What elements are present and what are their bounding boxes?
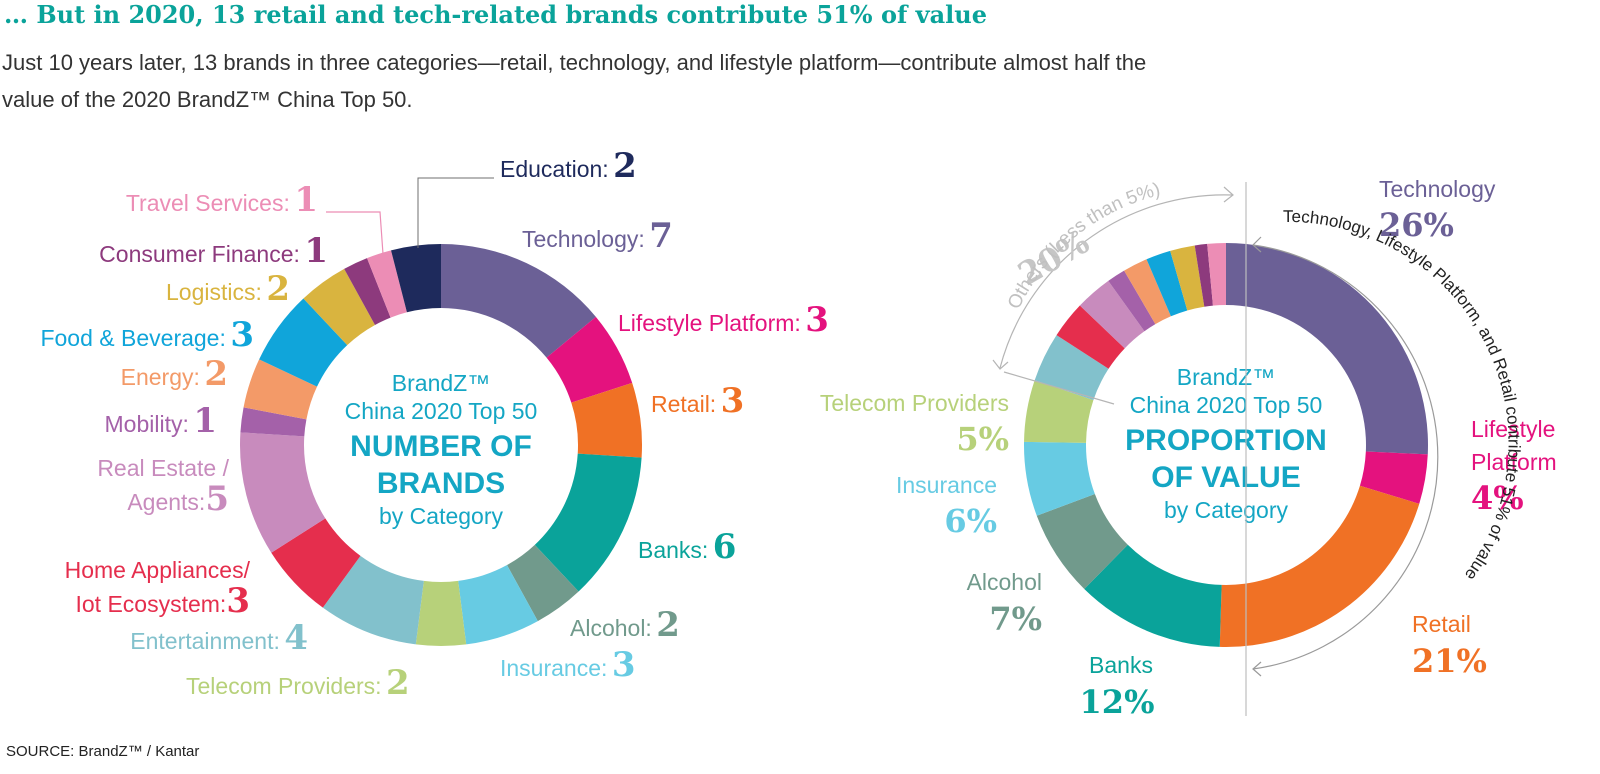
leader-education [417,177,494,248]
donut-number-of-brands [239,244,642,646]
left-segment-travel-services [367,250,407,318]
left-segment-home-appliances-iot-ecosystem [271,518,361,608]
value-right-insurance: 6% [944,502,997,540]
right-segment-food-beverage [1146,250,1188,317]
right-segment-telecom-providers [1024,380,1094,443]
label-right-retail: Retail [1412,611,1471,637]
left-segment-mobility [240,407,307,437]
label-left-energy: Energy: 2 [121,354,228,394]
label-right-banks: Banks [1089,652,1153,678]
left-segment-lifestyle-platform [546,316,633,403]
right-center-line2: China 2020 Top 50 [1130,392,1323,418]
label-left-logistics: Logistics: 2 [166,269,290,309]
right-center-line3: PROPORTION [1125,424,1327,457]
donut-proportion-of-value [1024,243,1428,648]
label-right-insurance: Insurance [896,472,997,498]
page-title: … But in 2020, 13 retail and tech-relate… [4,0,987,29]
left-segment-insurance [458,565,538,645]
right-segment-consumer-finance [1194,243,1213,307]
value-right-telecom: 5% [956,420,1009,458]
combined-arc [1252,244,1439,670]
right-segment-banks [1084,544,1222,647]
label-left-entertainment: Entertainment: 4 [130,618,308,658]
others-arrow-end-bottom [992,359,1009,370]
others-arrow-end-top [1223,186,1234,203]
label-left-consumer-finance: Consumer Finance: 1 [99,231,328,271]
page-subtitle: Just 10 years later, 13 brands in three … [2,50,1147,112]
label-left-insurance: Insurance: 3 [500,645,636,685]
label-right-lifestyle-2: Platform [1471,449,1557,475]
donut-charts: Education: 2 Technology: 7 Lifestyle Pla… [40,146,1557,721]
value-right-technology: 26% [1379,206,1454,244]
right-segment-mobility [1108,270,1156,332]
label-left-food-beverage: Food & Beverage: 3 [40,315,254,355]
left-center-line5: by Category [379,503,504,529]
left-segment-alcohol [507,544,579,622]
right-segment-entertainment [1034,335,1109,401]
left-segment-entertainment [322,555,424,645]
value-right-retail: 21% [1412,642,1487,680]
label-left-banks: Banks: 6 [638,527,736,567]
left-center-line4: BRANDS [377,467,505,500]
label-left-retail: Retail: 3 [651,381,744,421]
left-segment-real-estate-agents [239,432,326,553]
label-right-telecom: Telecom Providers [820,390,1009,416]
label-left-telecom: Telecom Providers: 2 [186,663,410,703]
right-segment-alcohol [1036,494,1128,589]
right-segment-travel-services [1207,243,1226,306]
left-center-line2: China 2020 Top 50 [345,398,538,424]
value-right-alcohol: 7% [989,600,1042,638]
right-segment-insurance [1024,441,1095,516]
right-center-text: BrandZ™ China 2020 Top 50 PROPORTION OF … [1125,364,1327,523]
right-labels: Technology 26% Lifestyle Platform 4% Ret… [820,176,1557,721]
label-left-technology: Technology: 7 [522,216,673,256]
label-right-lifestyle-1: Lifestyle [1471,416,1555,442]
right-segment-home-appliances-iot-ecosystem [1056,305,1125,369]
left-center-line1: BrandZ™ [392,370,490,396]
others-tick [1003,371,1115,405]
right-center-line5: by Category [1164,497,1289,523]
left-segment-retail [571,382,642,458]
left-segment-consumer-finance [344,258,391,325]
label-left-real-estate-1: Real Estate / [97,455,229,481]
value-right-banks: 12% [1080,683,1155,721]
label-left-real-estate-2: Agents:5 [127,479,229,519]
right-center-line1: BrandZ™ [1177,364,1275,390]
left-segment-banks [534,453,642,592]
value-right-lifestyle: 4% [1471,479,1524,517]
source-note: SOURCE: BrandZ™ / Kantar [6,743,200,760]
label-left-travel-services: Travel Services: 1 [126,180,318,220]
right-segment-real-estate-agents [1079,280,1145,349]
label-left-lifestyle-platform: Lifestyle Platform: 3 [618,300,829,340]
others-arc [999,194,1234,369]
combined-arrow-bottom [1252,661,1262,677]
left-segment-logistics [303,268,375,346]
left-center-text: BrandZ™ China 2020 Top 50 NUMBER OF BRAN… [345,370,538,529]
right-segment-technology [1226,243,1428,455]
right-segment-energy [1124,259,1171,325]
left-labels: Education: 2 Technology: 7 Lifestyle Pla… [40,146,828,703]
label-right-technology: Technology [1379,176,1496,202]
left-center-line3: NUMBER OF [350,430,532,463]
label-left-home-appliances-2: Iot Ecosystem:3 [76,581,251,621]
right-segment-lifestyle-platform [1359,451,1428,504]
label-left-home-appliances-1: Home Appliances/ [65,557,251,583]
combined-arrow-top [1252,236,1262,253]
leader-travel-services [326,211,384,255]
label-left-education: Education: 2 [500,146,637,186]
right-center-line4: OF VALUE [1151,461,1300,494]
left-segment-technology [441,244,596,358]
label-left-mobility: Mobility: 1 [105,401,217,441]
right-segment-logistics [1170,245,1205,311]
left-segment-telecom-providers [415,580,467,646]
left-segment-food-beverage [259,298,348,387]
label-right-alcohol: Alcohol [967,569,1042,595]
right-segment-retail [1219,485,1420,648]
left-segment-energy [243,359,318,420]
left-segment-education [391,244,441,313]
label-left-alcohol: Alcohol: 2 [570,605,680,645]
